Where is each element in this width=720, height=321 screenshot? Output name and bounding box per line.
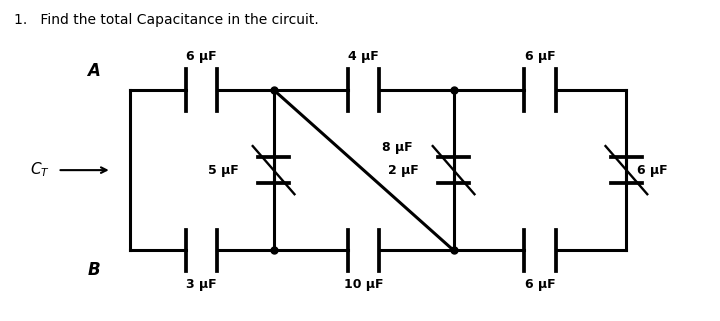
- Text: 2 μF: 2 μF: [388, 164, 419, 177]
- Text: A: A: [87, 62, 100, 80]
- Text: 1.   Find the total Capacitance in the circuit.: 1. Find the total Capacitance in the cir…: [14, 13, 319, 27]
- Text: B: B: [87, 261, 100, 279]
- Text: 6 μF: 6 μF: [186, 50, 217, 63]
- Text: $C_T$: $C_T$: [30, 161, 50, 179]
- Text: 3 μF: 3 μF: [186, 278, 217, 291]
- Text: 8 μF: 8 μF: [382, 141, 413, 154]
- Text: 4 μF: 4 μF: [348, 50, 379, 63]
- Text: 10 μF: 10 μF: [344, 278, 383, 291]
- Text: 6 μF: 6 μF: [525, 50, 555, 63]
- Text: 5 μF: 5 μF: [208, 164, 239, 177]
- Text: 6 μF: 6 μF: [525, 278, 555, 291]
- Text: 6 μF: 6 μF: [637, 164, 668, 177]
